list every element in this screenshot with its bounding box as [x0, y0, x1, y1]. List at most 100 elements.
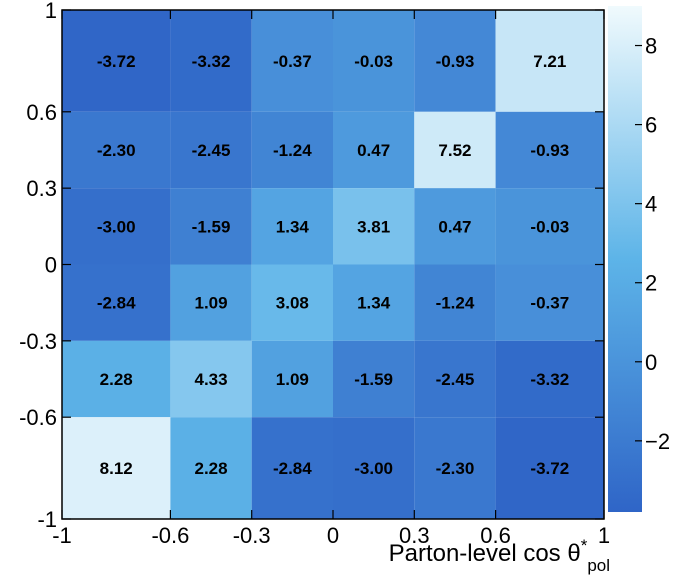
heatmap-cell: [170, 188, 252, 265]
heatmap-cell-label: -3.32: [192, 52, 231, 71]
x-axis-title-superscript: *: [581, 536, 588, 555]
heatmap-cell-label: 7.52: [438, 141, 471, 160]
x-tick-label: -0.3: [233, 523, 271, 548]
heatmap-cell: [414, 10, 496, 112]
heatmap-cell: [333, 188, 415, 265]
heatmap-cell: [495, 264, 604, 341]
colorbar-tick-label: 0: [645, 350, 657, 375]
colorbar: [608, 6, 642, 512]
heatmap-cell-label: 3.81: [357, 217, 390, 236]
heatmap-cell: [170, 340, 252, 418]
heatmap-cell-label: 3.08: [276, 294, 309, 313]
heatmap-cell-label: -3.32: [530, 370, 569, 389]
heatmap-cell-label: -3.72: [97, 52, 136, 71]
heatmap-cell-label: 0.47: [357, 141, 390, 160]
heatmap-cell: [251, 10, 333, 112]
heatmap-cell-label: -3.72: [530, 459, 569, 478]
heatmap-cell: [62, 10, 171, 112]
x-tick-label: 0.3: [399, 523, 430, 548]
colorbar-tick-label: −2: [645, 429, 670, 454]
y-tick-label: 0.6: [26, 100, 57, 125]
y-tick-label: -0.6: [19, 405, 57, 430]
heatmap-cell: [414, 417, 496, 519]
heatmap-cell-label: -1.24: [273, 141, 312, 160]
y-tick-label: 1: [45, 0, 57, 23]
heatmap-cell-label: 7.21: [533, 52, 566, 71]
heatmap-cell-label: -1.24: [436, 294, 475, 313]
heatmap-cell-label: 2.28: [195, 459, 228, 478]
heatmap-cell: [251, 417, 333, 519]
heatmap-cell-label: -0.03: [530, 217, 569, 236]
y-tick-label: 0: [45, 253, 57, 278]
x-axis-title-main: Parton-level cos θ: [389, 540, 581, 567]
y-tick-label: 0.3: [26, 176, 57, 201]
x-tick-label: 0.6: [480, 523, 511, 548]
heatmap-cell-label: -2.84: [97, 294, 136, 313]
x-tick-label: 1: [598, 523, 610, 548]
heatmap-cell: [495, 340, 604, 418]
heatmap-cells: [62, 10, 604, 519]
colorbar-tick-label: 8: [645, 34, 657, 59]
heatmap-cell-label: 8.12: [100, 459, 133, 478]
heatmap-cell-label: -3.00: [354, 459, 393, 478]
heatmap-cell-label: -2.84: [273, 459, 312, 478]
heatmap-cell: [62, 188, 171, 265]
heatmap-cell-label: -0.37: [530, 294, 569, 313]
colorbar-tick-label: 2: [645, 271, 657, 296]
heatmap-cell: [495, 10, 604, 112]
heatmap-cell: [495, 111, 604, 189]
heatmap-cell-label: -2.30: [436, 459, 475, 478]
heatmap-cell-label: -3.00: [97, 217, 136, 236]
heatmap-cell-label: -1.59: [192, 217, 231, 236]
heatmap-cell: [333, 10, 415, 112]
heatmap-cell-label: -1.59: [354, 370, 393, 389]
x-tick-label: -1: [52, 523, 72, 548]
x-tick-label: -0.6: [151, 523, 189, 548]
heatmap-cell: [414, 340, 496, 418]
x-axis-title-subscript: pol: [587, 556, 610, 575]
heatmap-cell: [251, 340, 333, 418]
x-axis-ticks: -1 -0.6 -0.3 0 0.3 0.6 1: [52, 10, 610, 548]
heatmap-cell: [251, 111, 333, 189]
heatmap-cell: [495, 417, 604, 519]
heatmap-cell-label: -0.93: [436, 52, 475, 71]
y-tick-label: -0.3: [19, 329, 57, 354]
heatmap-cell-labels: -3.72 -3.32 -0.37 -0.03 -0.93 7.21 -2.30 -2.45 -…: [97, 52, 569, 478]
heatmap-cell-label: 1.34: [276, 217, 310, 236]
heatmap-cell-label: -2.45: [436, 370, 475, 389]
heatmap-cell-label: -0.37: [273, 52, 312, 71]
heatmap-cell: [251, 264, 333, 341]
heatmap-cell-label: 1.09: [276, 370, 309, 389]
colorbar-tick-label: 6: [645, 113, 657, 138]
y-tick-label: -1: [37, 507, 57, 532]
heatmap-cell: [170, 264, 252, 341]
heatmap-cell-label: 2.28: [100, 370, 133, 389]
heatmap-cell: [495, 188, 604, 265]
y-axis-ticks: -1 -0.6 -0.3 0 0.3 0.6 1: [19, 0, 604, 532]
heatmap-cell: [62, 264, 171, 341]
heatmap-cell: [170, 10, 252, 112]
heatmap-cell: [333, 417, 415, 519]
heatmap-cell: [251, 188, 333, 265]
heatmap-cell-label: 1.09: [195, 294, 228, 313]
heatmap-cell: [333, 340, 415, 418]
x-axis-title: Parton-level cos θ*pol: [389, 536, 610, 575]
heatmap-cell: [333, 264, 415, 341]
x-tick-label: 0: [327, 523, 339, 548]
colorbar-tick-label: 4: [645, 192, 657, 217]
heatmap-cell-label: -0.93: [530, 141, 569, 160]
heatmap-cell-label: 4.33: [195, 370, 228, 389]
heatmap-cell: [170, 417, 252, 519]
colorbar-ticks: −2 0 2 4 6 8: [635, 34, 670, 454]
heatmap-cell: [333, 111, 415, 189]
heatmap-cell: [62, 417, 171, 519]
heatmap-cell: [414, 188, 496, 265]
heatmap-cell-label: -0.03: [354, 52, 393, 71]
heatmap-cell: [414, 111, 496, 189]
heatmap-cell-label: 1.34: [357, 294, 391, 313]
heatmap-cell-label: 0.47: [438, 217, 471, 236]
heatmap-cell-label: -2.45: [192, 141, 231, 160]
heatmap-cell: [62, 340, 171, 418]
heatmap-cell: [414, 264, 496, 341]
